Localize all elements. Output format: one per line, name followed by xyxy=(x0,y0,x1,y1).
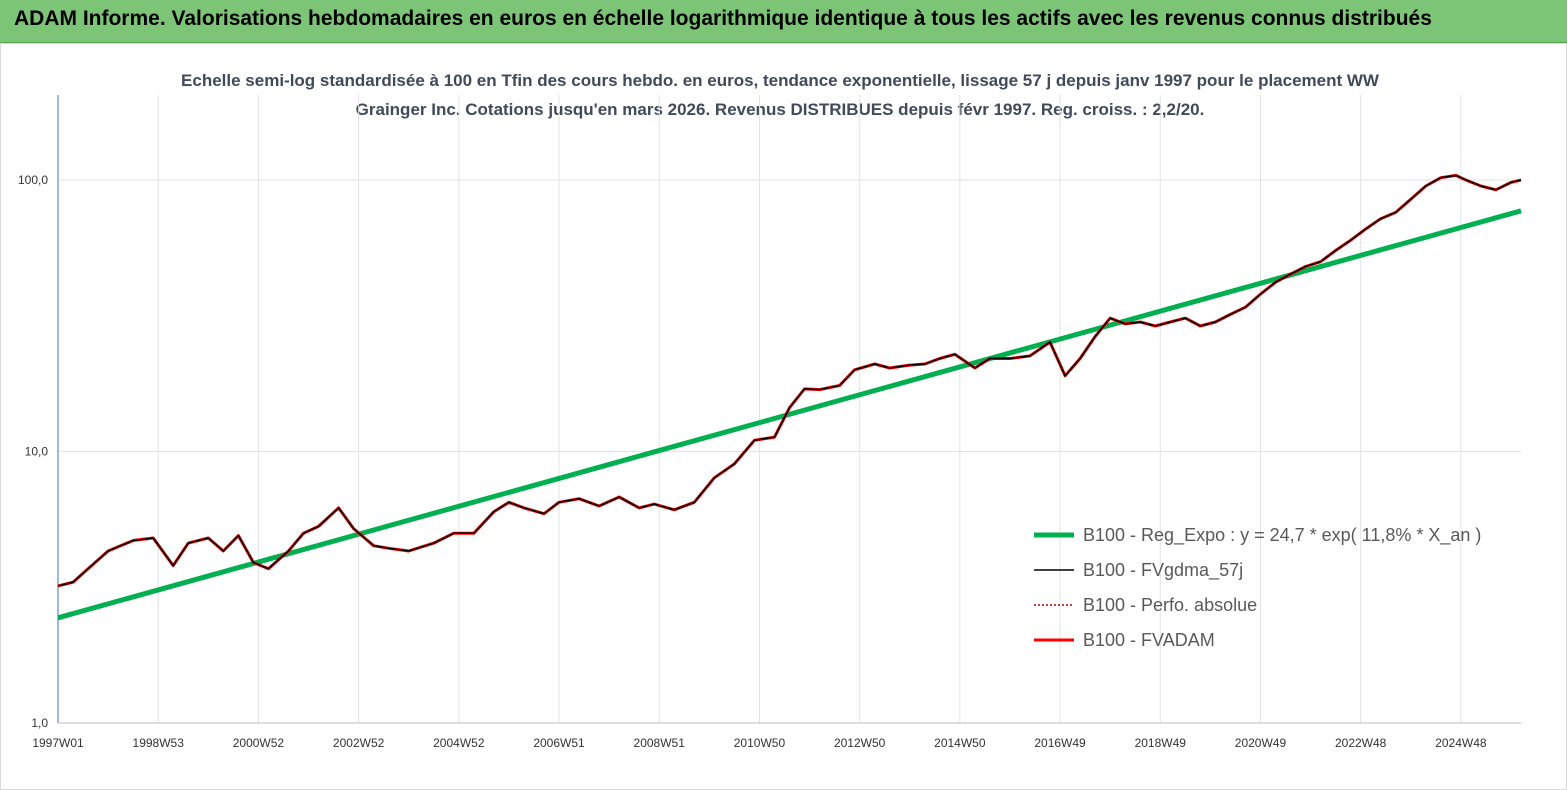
x-tick-label: 2014W50 xyxy=(934,736,986,750)
x-tick-label: 2012W50 xyxy=(834,736,886,750)
x-tick-label: 1998W53 xyxy=(133,736,185,750)
y-tick-label: 100,0 xyxy=(18,173,48,187)
legend-label: B100 - FVADAM xyxy=(1083,630,1215,650)
x-tick-label: 2016W49 xyxy=(1034,736,1086,750)
x-tick-label: 2010W50 xyxy=(734,736,786,750)
header-bar: ADAM Informe. Valorisations hebdomadaire… xyxy=(0,0,1567,43)
series-line-gdma xyxy=(57,174,1522,587)
x-tick-label: 2020W49 xyxy=(1235,736,1287,750)
x-tick-label: 2024W48 xyxy=(1435,736,1487,750)
legend-label: B100 - Perfo. absolue xyxy=(1083,595,1257,615)
x-tick-label: 2000W52 xyxy=(233,736,285,750)
page-title: ADAM Informe. Valorisations hebdomadaire… xyxy=(14,7,1432,30)
legend-label: B100 - FVgdma_57j xyxy=(1083,560,1243,581)
legend-label: B100 - Reg_Expo : y = 24,7 * exp( 11,8% … xyxy=(1083,525,1481,546)
x-tick-label: 2004W52 xyxy=(433,736,485,750)
y-tick-label: 10,0 xyxy=(25,445,49,459)
x-tick-label: 2002W52 xyxy=(333,736,385,750)
x-tick-label: 1997W01 xyxy=(32,736,84,750)
x-tick-label: 2022W48 xyxy=(1335,736,1387,750)
series-line-trend xyxy=(57,208,1522,621)
x-tick-label: 2006W51 xyxy=(533,736,585,750)
x-tick-label: 2008W51 xyxy=(634,736,686,750)
x-tick-label: 2018W49 xyxy=(1135,736,1187,750)
chart-title: Echelle semi-log standardisée à 100 en T… xyxy=(181,71,1379,119)
y-tick-label: 1,0 xyxy=(31,716,48,730)
